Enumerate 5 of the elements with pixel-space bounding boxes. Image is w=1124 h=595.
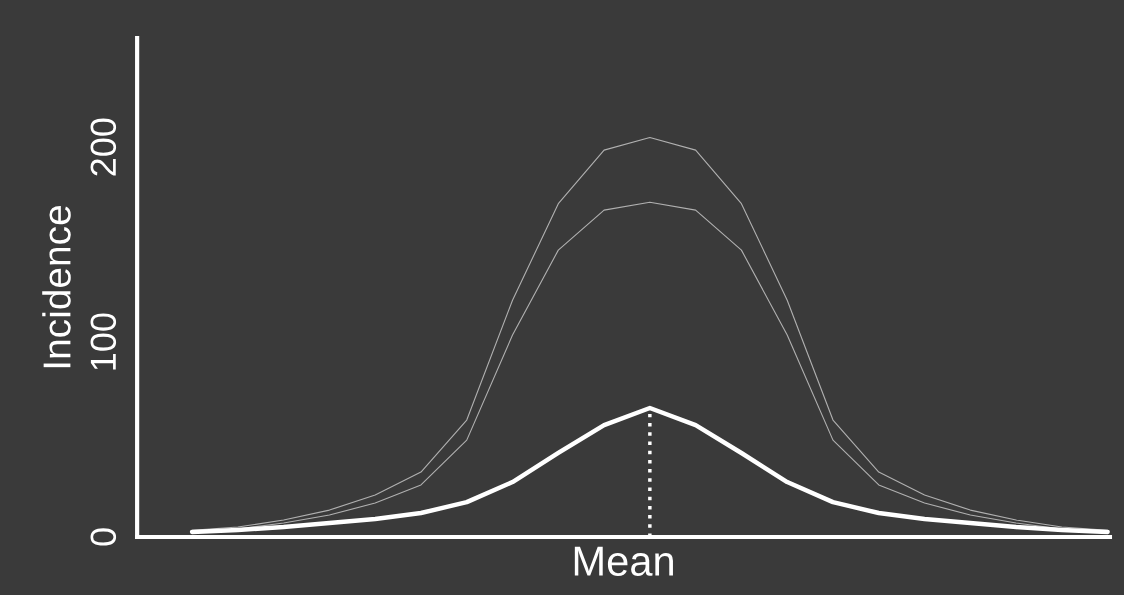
y-tick-label: 200 bbox=[90, 118, 117, 176]
y-axis-title: Incidence bbox=[42, 206, 71, 368]
x-axis-title: Mean bbox=[574, 546, 673, 576]
y-tick-label: 0 bbox=[90, 528, 117, 546]
y-tick-label: 100 bbox=[90, 313, 117, 370]
